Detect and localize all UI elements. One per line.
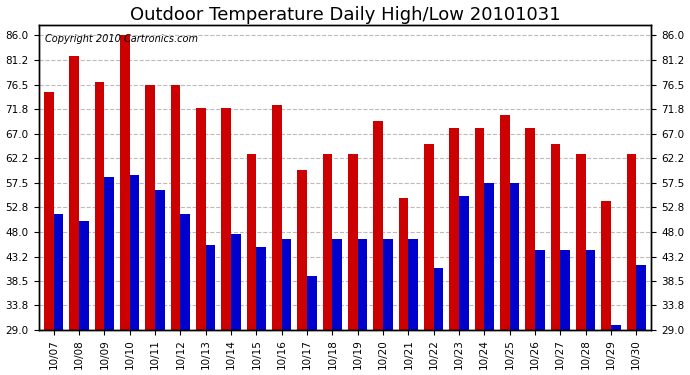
- Bar: [449, 128, 459, 330]
- Bar: [551, 144, 560, 330]
- Bar: [79, 221, 89, 330]
- Bar: [408, 240, 418, 330]
- Bar: [130, 175, 139, 330]
- Bar: [560, 250, 570, 330]
- Bar: [297, 170, 307, 330]
- Bar: [54, 214, 63, 330]
- Bar: [636, 265, 646, 330]
- Bar: [272, 105, 282, 330]
- Bar: [323, 154, 333, 330]
- Bar: [627, 154, 636, 330]
- Bar: [221, 108, 231, 330]
- Bar: [576, 154, 586, 330]
- Bar: [357, 240, 367, 330]
- Bar: [399, 198, 408, 330]
- Bar: [348, 154, 357, 330]
- Text: Copyright 2010 Cartronics.com: Copyright 2010 Cartronics.com: [45, 34, 197, 44]
- Bar: [180, 214, 190, 330]
- Bar: [535, 250, 544, 330]
- Bar: [120, 36, 130, 330]
- Bar: [373, 121, 383, 330]
- Bar: [510, 183, 520, 330]
- Bar: [196, 108, 206, 330]
- Bar: [146, 84, 155, 330]
- Bar: [44, 92, 54, 330]
- Bar: [484, 183, 494, 330]
- Bar: [383, 240, 393, 330]
- Bar: [231, 234, 241, 330]
- Bar: [333, 240, 342, 330]
- Bar: [70, 56, 79, 330]
- Bar: [307, 276, 317, 330]
- Bar: [525, 128, 535, 330]
- Bar: [247, 154, 257, 330]
- Bar: [155, 190, 165, 330]
- Bar: [500, 116, 510, 330]
- Bar: [586, 250, 595, 330]
- Bar: [601, 201, 611, 330]
- Bar: [433, 268, 443, 330]
- Title: Outdoor Temperature Daily High/Low 20101031: Outdoor Temperature Daily High/Low 20101…: [130, 6, 560, 24]
- Bar: [282, 240, 291, 330]
- Bar: [257, 247, 266, 330]
- Bar: [170, 84, 180, 330]
- Bar: [424, 144, 433, 330]
- Bar: [459, 195, 469, 330]
- Bar: [206, 244, 215, 330]
- Bar: [611, 325, 620, 330]
- Bar: [95, 82, 104, 330]
- Bar: [104, 177, 114, 330]
- Bar: [475, 128, 484, 330]
